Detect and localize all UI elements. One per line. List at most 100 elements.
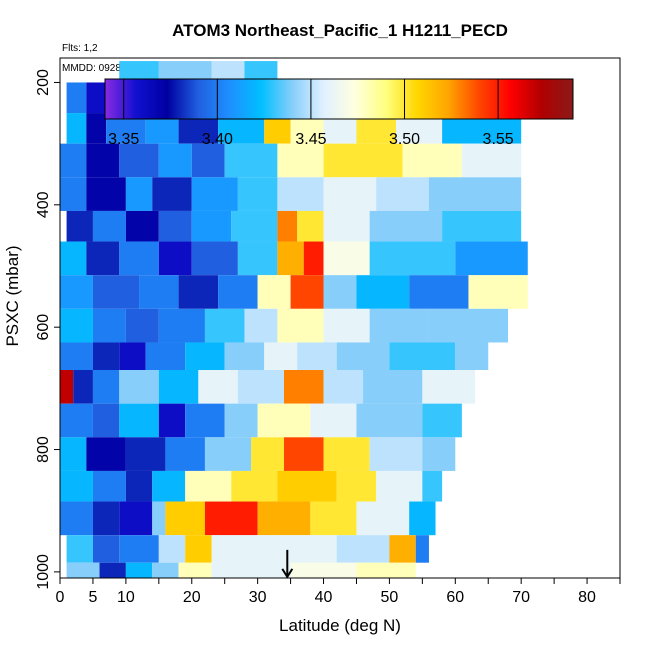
heat-cell (231, 210, 278, 242)
x-tick-label: 0 (56, 589, 65, 606)
dates-label: MMDD: 0928,1001 (62, 63, 146, 74)
heat-cell (92, 210, 126, 242)
heat-cell (468, 275, 528, 309)
heat-cell (442, 210, 522, 242)
heat-cell (415, 535, 429, 563)
heat-cell (119, 342, 146, 370)
heat-cell (86, 177, 126, 211)
heat-cell (66, 535, 93, 563)
heat-cell (369, 241, 456, 276)
heat-cell (277, 143, 324, 178)
heat-cell (428, 308, 508, 343)
heat-cell (376, 177, 429, 211)
heat-cell (237, 177, 278, 211)
y-axis-label: PSXC (mbar) (3, 245, 22, 346)
x-tick-label: 70 (512, 589, 530, 606)
heat-cell (211, 61, 245, 83)
heat-cell (99, 562, 126, 578)
heat-cell (290, 562, 357, 578)
heat-cell (119, 501, 153, 536)
heat-cell (284, 437, 324, 471)
heat-cell (323, 241, 370, 276)
heat-cell (277, 210, 298, 242)
heat-cell (363, 370, 423, 404)
heat-cell (218, 275, 258, 309)
heat-cell (145, 342, 186, 370)
heat-cell (237, 370, 284, 404)
heat-cell (60, 501, 93, 536)
heat-cell (455, 241, 528, 276)
heat-cell (86, 241, 120, 276)
heat-cell (158, 535, 186, 563)
heat-cell (165, 437, 205, 471)
x-tick-label: 5 (88, 589, 97, 606)
heat-cell (461, 143, 522, 178)
heat-cell (60, 177, 87, 211)
heat-cell (158, 370, 199, 404)
heat-cell (125, 437, 166, 471)
heat-cell (277, 241, 304, 276)
heat-cell (224, 143, 278, 178)
x-tick-label: 60 (446, 589, 464, 606)
heat-cell (336, 342, 390, 370)
heat-cell (402, 143, 462, 178)
heat-cell (264, 342, 298, 370)
heat-cell (125, 308, 159, 343)
heat-cell (323, 177, 377, 211)
heat-cell (389, 535, 416, 563)
y-tick-label: 200 (35, 69, 52, 96)
heat-cell (356, 562, 416, 578)
x-tick-label: 50 (381, 589, 399, 606)
heat-cell (92, 403, 120, 438)
heat-cell (310, 403, 357, 438)
heat-cell (66, 562, 100, 578)
heat-cell (185, 470, 232, 502)
x-tick-label: 30 (249, 589, 267, 606)
heat-cell (356, 275, 410, 309)
heatmap-layer (60, 61, 528, 578)
heat-cell (310, 501, 357, 536)
heat-cell (86, 82, 107, 114)
flights-label: Flts: 1,2 (62, 43, 98, 54)
heat-cell (422, 437, 456, 471)
heat-cell (158, 210, 192, 242)
heat-cell (92, 275, 140, 309)
heat-cell (257, 275, 291, 309)
heat-cell (185, 342, 225, 370)
heat-cell (224, 403, 258, 438)
heat-cell (60, 308, 93, 343)
heat-cell (290, 275, 324, 309)
heat-cell (185, 535, 212, 563)
heat-cell (336, 535, 390, 563)
x-tick-label: 80 (578, 589, 596, 606)
heat-cell (422, 470, 443, 502)
heat-cell (356, 403, 423, 438)
heat-cell (251, 437, 284, 471)
heat-cell (303, 241, 324, 276)
heat-cell (323, 370, 364, 404)
heat-cell (323, 308, 370, 343)
heat-cell (152, 562, 179, 578)
heat-cell (323, 437, 370, 471)
heat-cell (284, 370, 324, 404)
heat-cell (323, 210, 370, 242)
heat-cell (158, 308, 205, 343)
heat-cell (66, 210, 93, 242)
heat-cell (204, 437, 252, 471)
heat-cell (92, 501, 120, 536)
heat-cell (363, 143, 403, 178)
heat-cell (60, 403, 93, 438)
heat-cell (389, 342, 456, 370)
heat-cell (231, 470, 278, 502)
colorbar-gradient (104, 78, 574, 120)
heat-cell (270, 535, 337, 563)
heat-cell (92, 535, 120, 563)
heat-cell (125, 562, 153, 578)
colorbar-tick-label: 3.45 (295, 131, 326, 148)
heat-cell (422, 370, 476, 404)
heat-cell (277, 308, 324, 343)
heat-cell (204, 501, 258, 536)
heat-cell (369, 308, 429, 343)
heat-cell (428, 177, 522, 211)
